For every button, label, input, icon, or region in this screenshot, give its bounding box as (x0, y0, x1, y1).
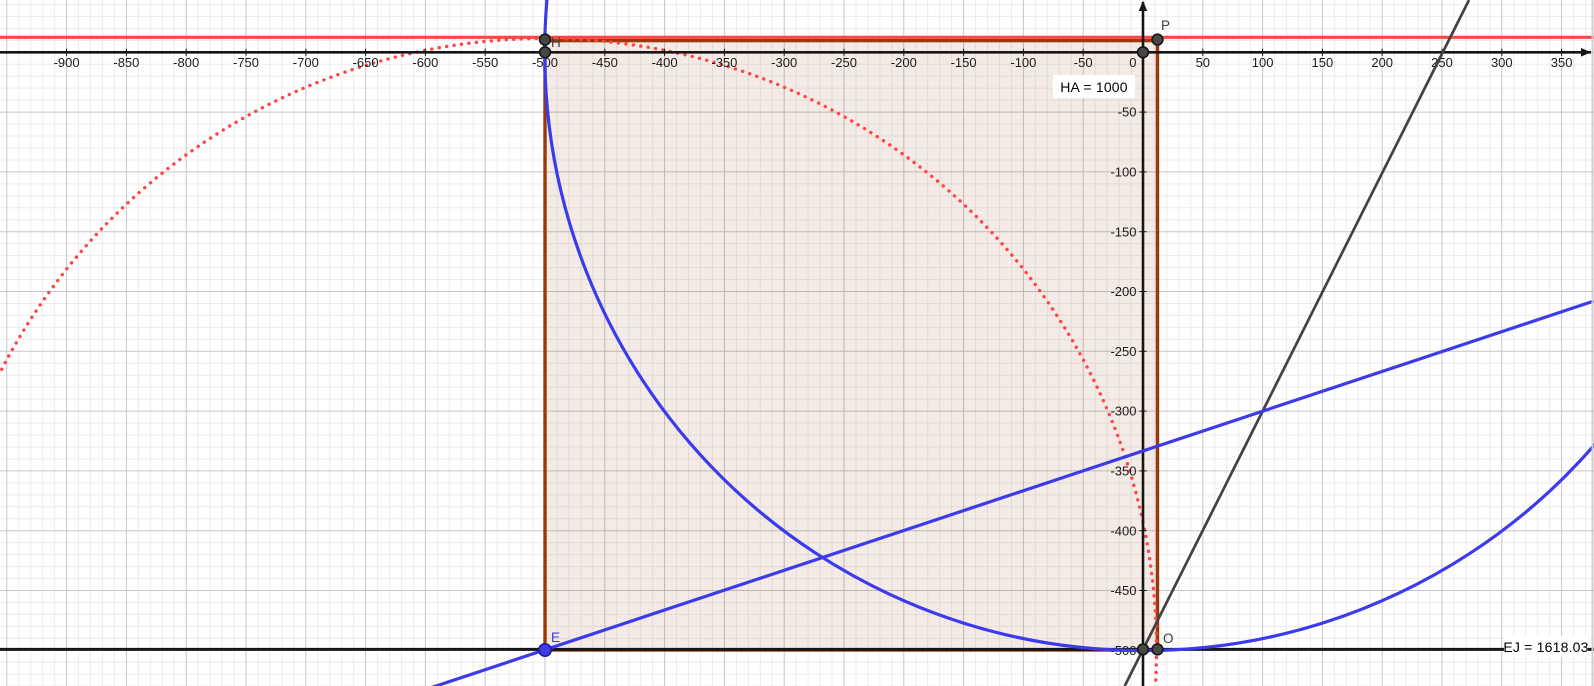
axis-tick-label: 200 (1371, 55, 1393, 70)
axis-tick-label: -50 (1118, 105, 1137, 120)
axis-tick-label: -750 (233, 55, 259, 70)
axis-tick-label: -300 (771, 55, 797, 70)
point-e[interactable] (537, 642, 552, 657)
axis-tick-label: -150 (1110, 224, 1136, 239)
axis-tick-label: -50 (1074, 55, 1093, 70)
axis-tick-label: -550 (472, 55, 498, 70)
measurement-label-ha[interactable]: HA = 1000 (1053, 75, 1135, 98)
y-axis-arrow-icon (1138, 1, 1148, 11)
axis-tick-label: -900 (54, 55, 80, 70)
axis-tick-label: -250 (1110, 344, 1136, 359)
x-axis-arrow-icon (1581, 48, 1591, 57)
axis-tick-label: -200 (891, 55, 917, 70)
point-h[interactable] (538, 33, 552, 46)
point-label-p: P (1161, 18, 1170, 33)
axis-tick-label: -850 (113, 55, 139, 70)
square-hpoe[interactable] (543, 38, 1160, 652)
point-origin[interactable] (1136, 46, 1150, 59)
axis-tick-label: 150 (1312, 55, 1334, 70)
point-label-h: H (551, 35, 561, 50)
axis-tick-label: -200 (1110, 284, 1136, 299)
axis-tick-label: -150 (951, 55, 977, 70)
point-axis-left[interactable] (538, 46, 552, 59)
axis-tick-label: 100 (1252, 55, 1274, 70)
axis-tick-label: -450 (592, 55, 618, 70)
point-label-o: O (1163, 631, 1174, 646)
axis-tick-label: -400 (1110, 523, 1136, 538)
axis-tick-label: -650 (353, 55, 379, 70)
gray-diagonal-line[interactable] (1123, 0, 1471, 686)
axis-tick-label: -250 (831, 55, 857, 70)
axis-tick-label: -100 (1110, 165, 1136, 180)
axis-tick-label: 350 (1551, 55, 1573, 70)
axis-tick-label: -800 (173, 55, 199, 70)
axis-tick-label: 300 (1491, 55, 1513, 70)
axis-tick-label: -450 (1110, 583, 1136, 598)
axis-tick-label: -100 (1010, 55, 1036, 70)
axis-tick-label: -350 (1110, 464, 1136, 479)
axis-tick-label: 50 (1196, 55, 1210, 70)
point-label-e: E (551, 630, 560, 645)
axis-tick-label: -600 (412, 55, 438, 70)
point-axis-bottom[interactable] (1136, 643, 1150, 656)
blue-line-through-e[interactable] (0, 299, 1594, 686)
measurement-label-ej[interactable]: EJ = 1618.03 (1503, 636, 1588, 657)
axis-tick-label: -300 (1110, 404, 1136, 419)
axis-tick-label: -350 (711, 55, 737, 70)
point-p[interactable] (1151, 33, 1164, 46)
axis-zero-label: 0 (1129, 55, 1136, 70)
axis-tick-label: -700 (293, 55, 319, 70)
axis-tick-label: -400 (652, 55, 678, 70)
point-o[interactable] (1151, 643, 1164, 656)
